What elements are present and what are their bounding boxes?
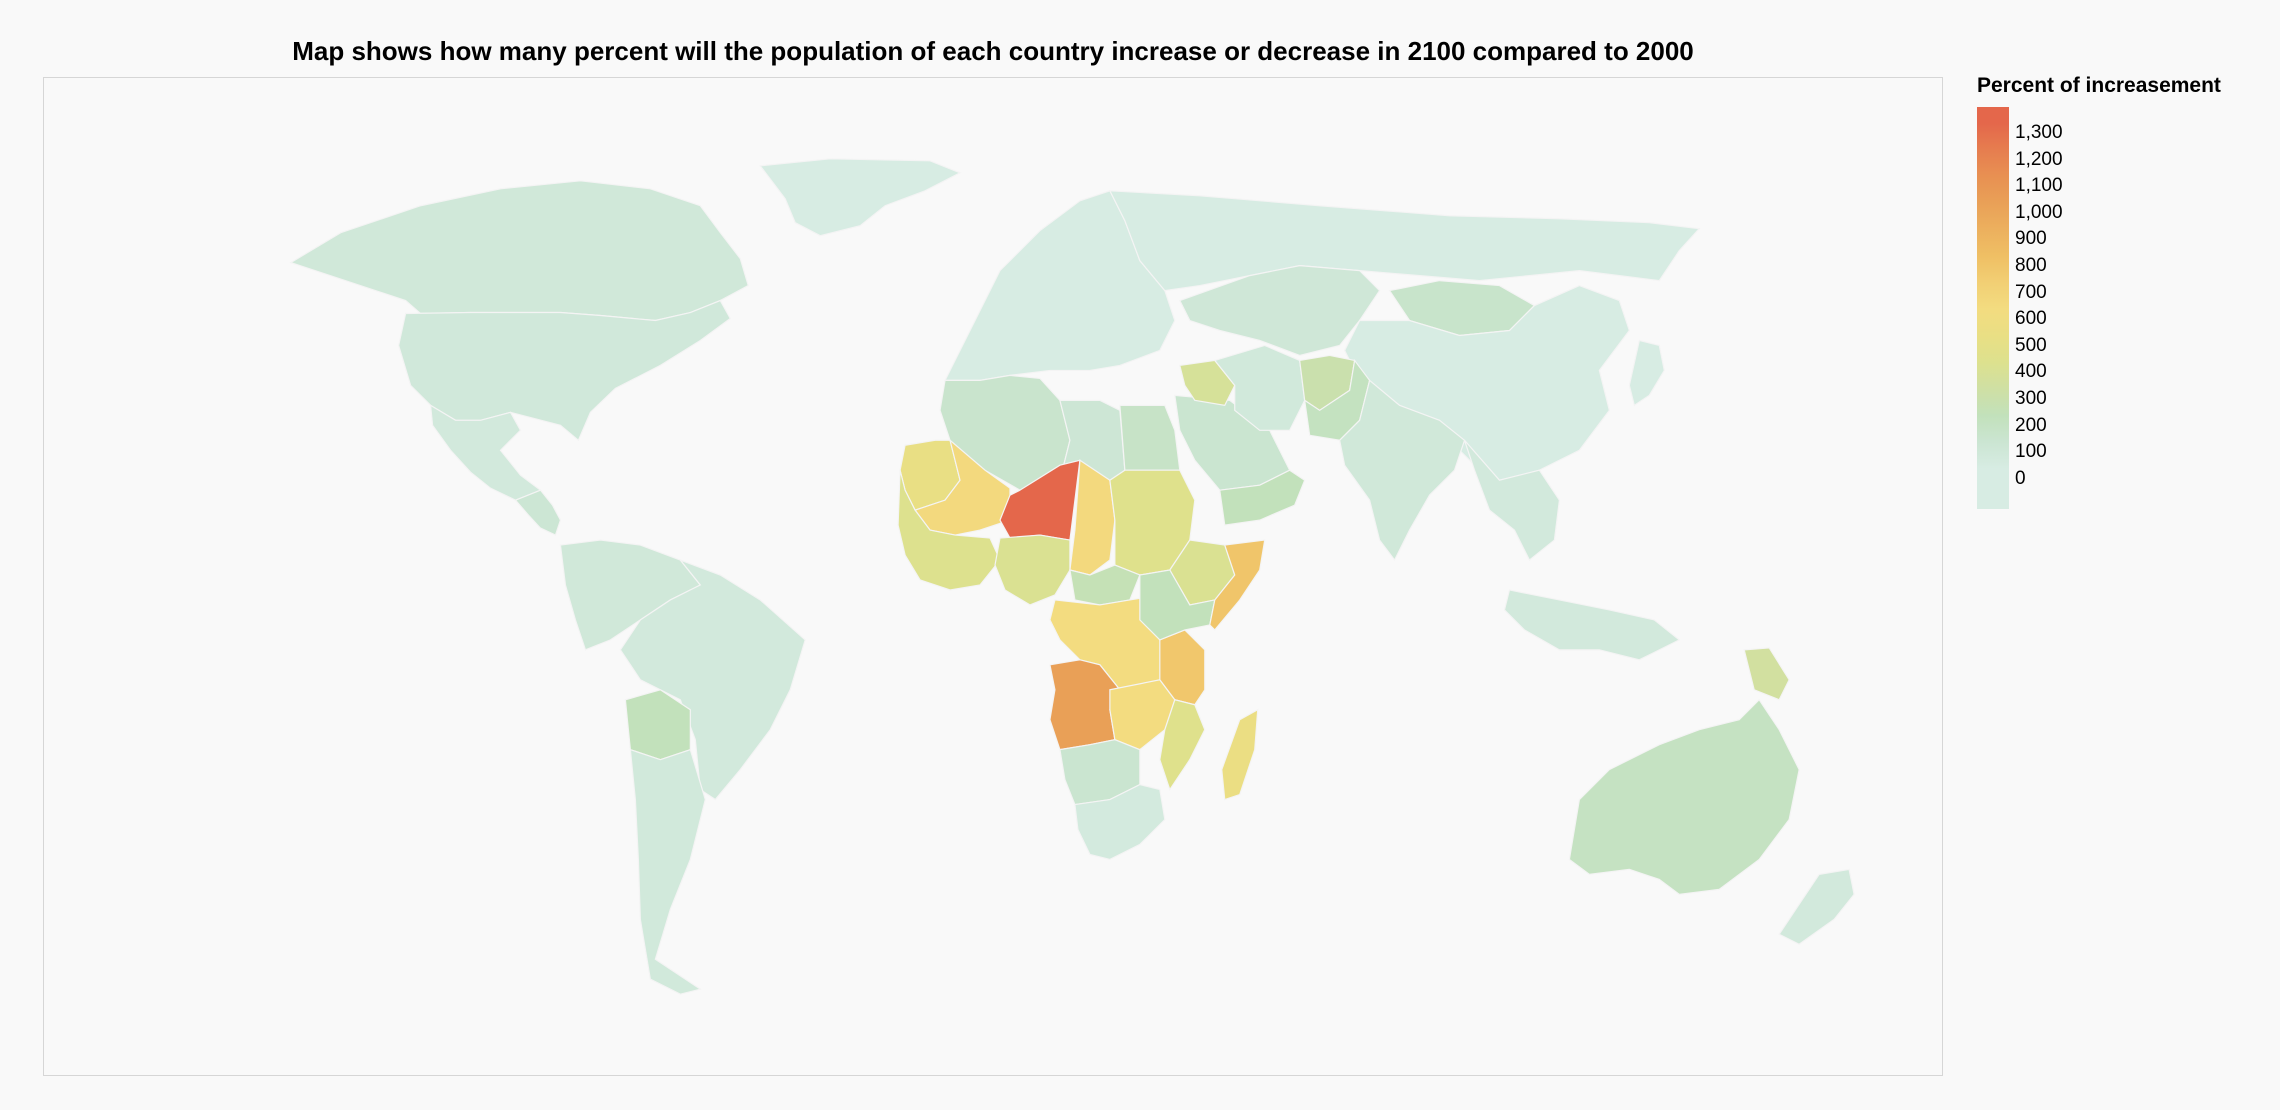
region-egypt xyxy=(1119,404,1181,471)
legend-label: 600 xyxy=(2015,308,2047,330)
region-madagascar xyxy=(1221,708,1259,801)
legend-label: 100 xyxy=(2015,441,2047,463)
region-iran xyxy=(1213,344,1306,431)
region-argentina xyxy=(629,748,706,995)
legend-label: 800 xyxy=(2015,255,2047,277)
region-nigeria xyxy=(994,534,1071,606)
legend-label: 1,100 xyxy=(2015,175,2063,197)
region-indonesia xyxy=(1503,589,1681,661)
region-southeast-asia xyxy=(1463,439,1561,561)
region-canada xyxy=(289,180,749,322)
region-kazakhstan xyxy=(1178,265,1381,357)
map-legend: Percent of increasement 1,300 1,200 1,100 1… xyxy=(1977,74,2221,509)
region-png xyxy=(1743,647,1790,701)
legend-label: 200 xyxy=(2015,414,2047,436)
legend-label: 500 xyxy=(2015,334,2047,356)
world-map xyxy=(43,77,1943,1076)
region-tanzania xyxy=(1159,629,1206,706)
region-greenland xyxy=(759,158,962,237)
legend-label: 0 xyxy=(2015,467,2026,489)
region-india xyxy=(1338,379,1466,562)
legend-label: 300 xyxy=(2015,388,2047,410)
legend-label: 700 xyxy=(2015,281,2047,303)
region-australia xyxy=(1568,698,1800,895)
region-central-america xyxy=(514,489,562,536)
legend-label: 1,000 xyxy=(2015,201,2063,223)
legend-color-scale xyxy=(1977,107,2009,509)
region-south-africa xyxy=(1074,783,1166,861)
region-mozambique xyxy=(1159,699,1206,791)
region-yemen-oman xyxy=(1219,469,1306,526)
legend-label: 900 xyxy=(2015,228,2047,250)
region-car xyxy=(1069,564,1141,606)
region-mexico xyxy=(429,404,542,501)
legend-label: 1,300 xyxy=(2015,122,2063,144)
map-title: Map shows how many percent will the popu… xyxy=(292,36,1694,66)
region-russia xyxy=(1108,190,1701,292)
legend-label: 1,200 xyxy=(2015,148,2063,170)
legend-label: 400 xyxy=(2015,361,2047,383)
region-new-zealand xyxy=(1778,868,1855,945)
region-somalia xyxy=(1209,539,1266,631)
legend-title: Percent of increasement xyxy=(1977,74,2221,97)
region-japan xyxy=(1628,339,1665,407)
